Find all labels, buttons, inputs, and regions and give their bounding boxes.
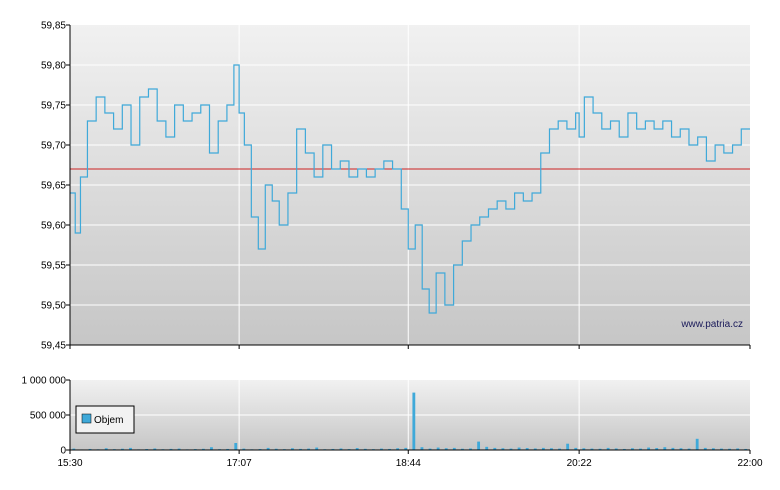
volume-bar — [695, 438, 699, 450]
xtick-label: 18:44 — [396, 458, 421, 469]
volume-bar — [647, 447, 651, 450]
volume-bar — [129, 447, 132, 450]
volume-bar — [550, 448, 553, 450]
volume-ytick-label: 500 000 — [30, 411, 67, 422]
volume-bar — [509, 448, 513, 450]
volume-bar — [331, 448, 335, 450]
volume-bar — [671, 447, 675, 450]
volume-bar — [614, 448, 618, 450]
volume-bar — [201, 448, 205, 450]
volume-bar — [388, 448, 391, 450]
xtick-label: 15:30 — [57, 458, 82, 469]
volume-bar — [234, 443, 238, 450]
volume-bar — [631, 448, 634, 450]
volume-bar — [525, 448, 529, 450]
volume-bar — [728, 448, 731, 450]
volume-bar — [461, 448, 464, 450]
volume-bar — [711, 448, 715, 450]
price-ytick-label: 59,50 — [41, 301, 66, 312]
volume-bar — [396, 448, 400, 450]
volume-bar — [541, 447, 545, 450]
volume-bar — [574, 447, 578, 450]
volume-bar — [703, 447, 707, 450]
volume-bar — [339, 448, 343, 450]
volume-bar — [663, 447, 667, 450]
volume-bar — [469, 448, 472, 450]
volume-legend-label: Objem — [94, 415, 123, 426]
volume-bar — [606, 447, 610, 450]
volume-bar — [104, 448, 108, 450]
volume-bar — [307, 448, 311, 450]
volume-bar — [404, 447, 408, 450]
price-ytick-label: 59,45 — [41, 341, 66, 352]
volume-bar — [210, 447, 213, 450]
volume-bar — [452, 447, 456, 450]
price-ytick-label: 59,65 — [41, 181, 66, 192]
volume-bar — [687, 448, 691, 450]
volume-bar — [566, 443, 570, 450]
volume-bar — [380, 448, 383, 450]
volume-bar — [420, 447, 424, 450]
volume-bar — [121, 448, 124, 450]
volume-bar — [226, 448, 230, 450]
xtick-label: 22:00 — [737, 458, 762, 469]
xtick-label: 20:22 — [567, 458, 592, 469]
price-ytick-label: 59,75 — [41, 101, 66, 112]
volume-bar — [412, 392, 416, 450]
volume-legend-swatch — [81, 413, 92, 424]
volume-bar — [436, 447, 440, 450]
volume-bar — [590, 448, 594, 450]
volume-bar — [558, 448, 561, 450]
volume-bar — [355, 448, 359, 450]
volume-bar — [517, 447, 521, 450]
volume-bar — [720, 448, 723, 450]
price-ytick-label: 59,85 — [41, 21, 66, 32]
volume-bar — [274, 448, 278, 450]
volume-bar — [88, 448, 92, 450]
volume-bar — [72, 448, 76, 450]
volume-bar — [444, 448, 448, 450]
volume-bar — [291, 448, 294, 450]
volume-bar — [177, 448, 181, 450]
volume-bar — [493, 447, 497, 450]
volume-bar — [639, 448, 642, 450]
volume-ytick-label: 0 — [60, 446, 66, 457]
xtick-label: 17:07 — [227, 458, 252, 469]
volume-bar — [736, 448, 740, 450]
volume-bar — [266, 447, 270, 450]
volume-bar — [655, 448, 659, 450]
watermark: www.patria.cz — [680, 319, 743, 330]
volume-bar — [598, 448, 602, 450]
volume-bar — [622, 448, 626, 450]
volume-bar — [679, 448, 683, 450]
volume-bar — [533, 448, 537, 450]
volume-bar — [169, 448, 173, 450]
volume-bar — [299, 448, 302, 450]
volume-bar — [582, 448, 586, 450]
volume-bar — [315, 447, 319, 450]
volume-bar — [363, 448, 367, 450]
volume-bar — [501, 448, 505, 450]
volume-ytick-label: 1 000 000 — [22, 376, 67, 387]
volume-bar — [153, 448, 157, 450]
price-ytick-label: 59,80 — [41, 61, 66, 72]
volume-bar — [477, 441, 481, 450]
volume-bar — [485, 446, 489, 450]
volume-bar — [744, 448, 748, 450]
price-ytick-label: 59,70 — [41, 141, 66, 152]
price-series-line — [70, 64, 750, 314]
price-ytick-label: 59,55 — [41, 261, 66, 272]
price-ytick-label: 59,60 — [41, 221, 66, 232]
volume-bar — [242, 448, 246, 450]
volume-bar — [428, 448, 432, 450]
